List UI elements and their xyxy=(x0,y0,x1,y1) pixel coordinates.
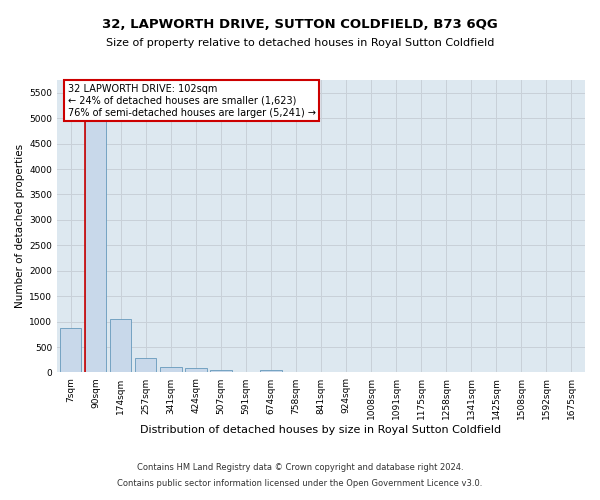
Bar xyxy=(60,328,82,372)
Bar xyxy=(85,92,106,372)
Bar xyxy=(135,358,157,372)
Bar xyxy=(210,370,232,372)
Bar xyxy=(260,370,281,372)
Bar xyxy=(185,368,206,372)
Text: Size of property relative to detached houses in Royal Sutton Coldfield: Size of property relative to detached ho… xyxy=(106,38,494,48)
X-axis label: Distribution of detached houses by size in Royal Sutton Coldfield: Distribution of detached houses by size … xyxy=(140,425,502,435)
Y-axis label: Number of detached properties: Number of detached properties xyxy=(15,144,25,308)
Text: Contains HM Land Registry data © Crown copyright and database right 2024.: Contains HM Land Registry data © Crown c… xyxy=(137,464,463,472)
Text: 32 LAPWORTH DRIVE: 102sqm
← 24% of detached houses are smaller (1,623)
76% of se: 32 LAPWORTH DRIVE: 102sqm ← 24% of detac… xyxy=(68,84,316,117)
Text: Contains public sector information licensed under the Open Government Licence v3: Contains public sector information licen… xyxy=(118,478,482,488)
Text: 32, LAPWORTH DRIVE, SUTTON COLDFIELD, B73 6QG: 32, LAPWORTH DRIVE, SUTTON COLDFIELD, B7… xyxy=(102,18,498,30)
Bar xyxy=(160,368,182,372)
Bar xyxy=(110,318,131,372)
